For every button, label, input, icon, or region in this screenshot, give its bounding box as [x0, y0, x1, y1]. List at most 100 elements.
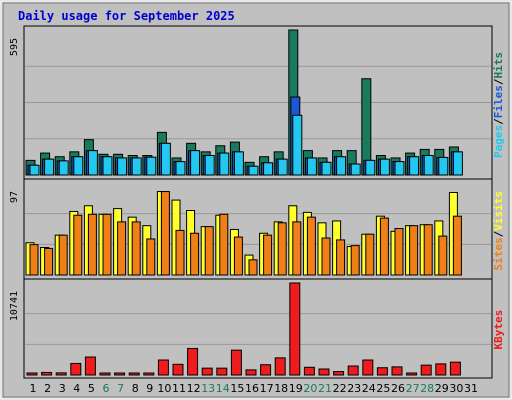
x-tick-label: 31: [464, 382, 478, 395]
kbytes-bar-kbytes: [420, 364, 432, 376]
x-tick-label: 1: [30, 382, 37, 395]
kbytes-bar-kbytes: [333, 371, 345, 376]
visits-bar-sites: [248, 259, 258, 276]
kbytes-bar-kbytes: [216, 367, 228, 376]
hits-bar-pages: [146, 156, 157, 176]
hits-bar-pages: [394, 161, 405, 176]
visits-legend-sites: Sites: [492, 237, 505, 270]
x-tick-label: 10: [157, 382, 171, 395]
hits-bar-pages: [350, 163, 361, 176]
kbytes-bar-kbytes: [230, 349, 242, 376]
hits-bar-pages: [423, 155, 434, 176]
visits-bar-sites: [87, 213, 97, 276]
kbytes-bar-kbytes: [143, 372, 155, 376]
hits-bar-pages: [73, 156, 84, 176]
kbytes-bar-kbytes: [70, 362, 82, 376]
visits-bar-sites: [409, 225, 419, 276]
visits-bar-sites: [452, 215, 462, 276]
x-tick-label: 22: [333, 382, 347, 395]
plot-area-border: [23, 25, 493, 379]
kbytes-bar-kbytes: [128, 372, 140, 376]
visits-bar-sites: [365, 233, 375, 276]
hits-bar-pages: [452, 151, 463, 176]
kbytes-legend-kbytes: KBytes: [492, 310, 505, 350]
chart-title: Daily usage for September 2025: [18, 9, 235, 23]
visits-legend-visits: Visits: [492, 191, 505, 231]
visits-bar-sites: [131, 221, 141, 276]
hits-bar-pages: [277, 158, 288, 176]
hits-bar-pages: [263, 162, 274, 176]
hits-bar-pages: [204, 155, 215, 176]
kbytes-bar-kbytes: [41, 371, 53, 376]
x-tick-label: 7: [117, 382, 124, 395]
hits-bar-pages: [131, 157, 142, 176]
visits-bar-sites: [58, 234, 68, 276]
hits-bar-pages: [306, 157, 317, 176]
visits-bar-sites: [219, 213, 229, 276]
visits-bar-sites: [175, 229, 185, 276]
x-tick-label: 19: [289, 382, 303, 395]
x-tick-label: 18: [274, 382, 288, 395]
visits-legend: Sites/Visits: [492, 191, 505, 271]
kbytes-bar-kbytes: [362, 359, 374, 376]
kbytes-bar-kbytes: [449, 361, 461, 376]
hits-legend-hits: Hits: [492, 52, 505, 79]
x-tick-label: 20: [303, 382, 317, 395]
x-tick-label: 30: [449, 382, 463, 395]
hits-bar-pages: [117, 157, 128, 176]
visits-bar-sites: [306, 216, 316, 276]
legend-separator: /: [492, 78, 505, 85]
visits-bar-sites: [117, 221, 127, 276]
visits-bar-sites: [204, 226, 214, 276]
hits-bar-pages: [87, 150, 98, 176]
visits-bar-sites: [438, 235, 448, 276]
visits-bar-sites: [73, 214, 83, 276]
visits-bar-sites: [277, 222, 287, 276]
x-tick-label: 28: [420, 382, 434, 395]
visits-bar-sites: [394, 228, 404, 276]
visits-bar-sites: [29, 244, 39, 276]
x-tick-label: 26: [391, 382, 405, 395]
visits-bar-sites: [336, 239, 346, 276]
kbytes-legend: KBytes: [492, 310, 505, 350]
visits-bar-sites: [321, 237, 331, 276]
visits-bar-sites: [233, 236, 243, 276]
hits-legend-pages: Pages: [492, 125, 505, 158]
visits-max-label: 97: [9, 191, 20, 203]
kbytes-bar-kbytes: [406, 372, 418, 376]
hits-bar-pages: [160, 142, 171, 176]
x-tick-label: 27: [406, 382, 420, 395]
kbytes-bar-kbytes: [84, 356, 96, 376]
x-tick-label: 16: [245, 382, 259, 395]
kbytes-bar-kbytes: [55, 372, 67, 376]
x-tick-label: 6: [103, 382, 110, 395]
hits-bar-pages: [409, 156, 420, 176]
x-tick-label: 9: [146, 382, 153, 395]
kbytes-bar-kbytes: [157, 359, 169, 376]
kbytes-bar-kbytes: [245, 369, 257, 376]
kbytes-bar-kbytes: [391, 366, 403, 376]
visits-bar-sites: [44, 247, 54, 276]
kbytes-bar-kbytes: [435, 363, 447, 376]
kbytes-bar-kbytes: [172, 363, 184, 376]
x-tick-label: 23: [347, 382, 361, 395]
visits-bar-sites: [263, 234, 273, 276]
hits-bar-pages: [438, 156, 449, 176]
visits-bar-sites: [350, 245, 360, 276]
hits-bar-pages: [379, 158, 390, 176]
x-tick-label: 25: [376, 382, 390, 395]
hits-bar-pages: [175, 161, 186, 176]
x-tick-label: 4: [73, 382, 80, 395]
kbytes-bar-kbytes: [99, 372, 111, 376]
hits-bar-pages: [321, 161, 332, 176]
hits-bar-pages: [292, 114, 303, 176]
x-tick-label: 11: [172, 382, 186, 395]
kbytes-bar-kbytes: [274, 357, 286, 376]
x-tick-label: 15: [230, 382, 244, 395]
visits-bar-sites: [379, 217, 389, 276]
hits-bar-pages: [102, 156, 113, 176]
x-tick-label: 29: [435, 382, 449, 395]
kbytes-bar-kbytes: [318, 368, 330, 376]
